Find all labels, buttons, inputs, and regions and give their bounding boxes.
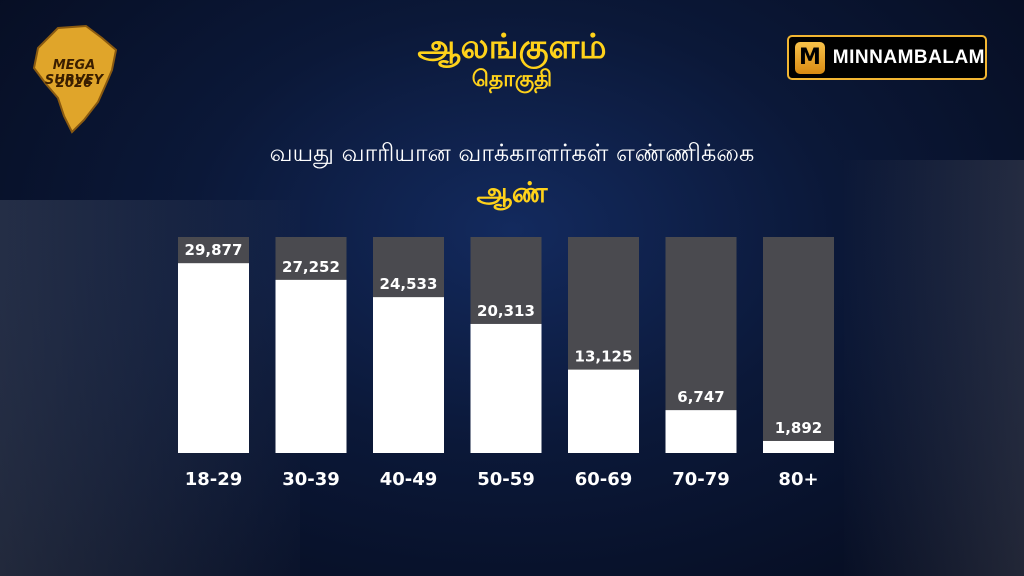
chart-title: வயது வாரியான வாக்காளர்கள் எண்ணிக்கை (269, 139, 755, 167)
data-label: 24,533 (380, 275, 438, 293)
category-label: 80+ (778, 469, 818, 490)
category-label: 50-59 (477, 469, 535, 490)
data-label: 6,747 (677, 388, 724, 406)
bar (470, 323, 542, 453)
logo-line-2: 2026 (55, 76, 93, 91)
category-label: 70-79 (672, 469, 730, 490)
data-label: 1,892 (775, 419, 822, 437)
background-temple (844, 160, 1024, 576)
bar (763, 440, 834, 453)
data-label: 29,877 (185, 241, 243, 259)
bar (178, 263, 249, 453)
bar (373, 297, 444, 453)
category-label: 60-69 (575, 469, 633, 490)
logo-line-1: MEGA SURVEY (44, 58, 104, 88)
bar (275, 279, 347, 453)
brand-name: MINNAMBALAM (832, 46, 985, 68)
data-label: 20,313 (477, 302, 535, 320)
chart-subtitle: ஆண் (476, 176, 548, 209)
constituency-title: ஆலங்குளம் (417, 27, 607, 67)
bar (568, 369, 639, 453)
category-label: 30-39 (282, 469, 340, 490)
minnambalam-brand: M MINNAMBALAM (787, 35, 987, 80)
bar-track (763, 237, 834, 453)
bar (665, 410, 737, 453)
data-label: 27,252 (282, 258, 340, 276)
brand-m-icon: M (795, 41, 825, 74)
mega-survey-logo: MEGA SURVEY 2026 (28, 24, 120, 134)
category-label: 18-29 (185, 469, 243, 490)
constituency-subtitle: தொகுதி (471, 67, 553, 92)
tamilnadu-map-icon (32, 24, 118, 134)
data-label: 13,125 (575, 348, 633, 366)
brand-icon-letter: M (798, 45, 821, 70)
category-label: 40-49 (380, 469, 438, 490)
background-building (0, 200, 300, 576)
